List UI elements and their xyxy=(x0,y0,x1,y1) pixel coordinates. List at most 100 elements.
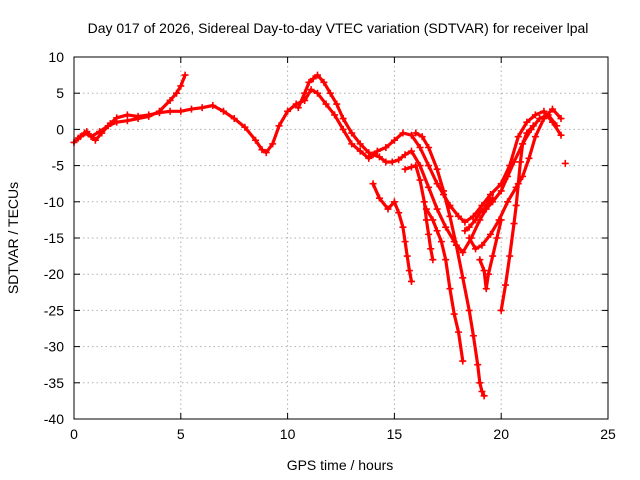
data-point xyxy=(514,180,522,188)
data-point xyxy=(487,230,495,238)
data-point xyxy=(429,256,437,264)
y-tick-label: -20 xyxy=(44,266,64,282)
data-point xyxy=(284,107,292,115)
data-point xyxy=(446,212,454,220)
data-series-group xyxy=(476,216,505,293)
data-point xyxy=(369,180,377,188)
data-point xyxy=(348,140,356,148)
data-series-group xyxy=(401,162,437,264)
data-point xyxy=(375,153,383,161)
data-point xyxy=(405,267,413,275)
data-point xyxy=(258,146,266,154)
data-point xyxy=(476,379,484,387)
data-point xyxy=(516,158,524,166)
data-point xyxy=(390,198,398,206)
data-point xyxy=(465,234,473,242)
data-point xyxy=(365,149,373,157)
data-point xyxy=(446,285,454,293)
data-point xyxy=(459,357,467,365)
data-point xyxy=(557,131,565,139)
data-point xyxy=(322,100,330,108)
data-point xyxy=(309,75,317,83)
data-point xyxy=(339,115,347,123)
data-point xyxy=(407,163,415,171)
data-point xyxy=(373,147,381,155)
y-tick-label: -40 xyxy=(44,411,64,427)
data-point xyxy=(314,71,322,79)
data-point xyxy=(294,104,302,112)
data-point xyxy=(331,111,339,119)
data-point xyxy=(269,140,277,148)
data-point xyxy=(326,89,334,97)
data-series-group xyxy=(74,71,189,142)
series-line xyxy=(76,73,187,140)
data-point xyxy=(459,274,467,282)
data-point xyxy=(540,107,548,115)
data-point xyxy=(440,187,448,195)
data-point xyxy=(474,361,482,369)
data-point xyxy=(433,205,441,213)
data-point xyxy=(395,209,403,217)
series-line xyxy=(424,207,465,363)
y-axis-label: SDTVAR / TECUs xyxy=(5,182,21,294)
data-point xyxy=(418,133,426,141)
data-point xyxy=(401,238,409,246)
data-point xyxy=(425,230,433,238)
data-point xyxy=(91,136,99,144)
data-point xyxy=(469,332,477,340)
data-point xyxy=(501,281,509,289)
data-point xyxy=(113,118,121,126)
data-point xyxy=(442,223,450,231)
data-point xyxy=(399,129,407,137)
data-point xyxy=(465,223,473,231)
data-point xyxy=(561,159,569,167)
data-point xyxy=(382,144,390,151)
x-tick-label: 15 xyxy=(387,426,403,442)
data-point xyxy=(510,220,518,228)
data-point xyxy=(429,216,437,224)
data-point xyxy=(553,122,561,130)
data-point xyxy=(425,162,433,170)
data-point xyxy=(96,128,104,136)
y-tick-label: 5 xyxy=(56,85,64,101)
x-axis-label: GPS time / hours xyxy=(287,457,394,473)
data-point xyxy=(493,234,501,242)
data-point xyxy=(506,252,514,260)
data-point xyxy=(181,71,189,79)
data-point xyxy=(412,162,420,170)
x-tick-label: 25 xyxy=(600,426,616,442)
data-point xyxy=(395,156,403,164)
series-line xyxy=(414,131,486,398)
data-point xyxy=(454,212,462,220)
data-point xyxy=(480,205,488,213)
data-point xyxy=(478,387,486,395)
series-line xyxy=(478,218,503,291)
data-point xyxy=(472,245,480,253)
y-tick-labels: -40 -35 -30 -25 -20 -15 -10 -5 0 5 10 xyxy=(44,49,64,427)
data-point xyxy=(403,252,411,260)
data-point xyxy=(433,165,441,173)
x-tick-label: 5 xyxy=(177,426,185,442)
data-point xyxy=(523,118,531,126)
data-point xyxy=(504,172,512,180)
data-point xyxy=(422,205,430,213)
data-point xyxy=(461,227,469,235)
data-point xyxy=(123,117,131,125)
data-point xyxy=(420,198,428,206)
data-point xyxy=(476,209,484,217)
data-point xyxy=(339,125,347,133)
x-tick-label: 20 xyxy=(493,426,509,442)
data-point xyxy=(487,191,495,199)
data-point xyxy=(187,105,195,113)
data-series-group xyxy=(497,122,537,314)
data-point xyxy=(262,149,270,157)
series-line xyxy=(371,182,414,283)
data-point xyxy=(450,310,458,318)
data-point xyxy=(484,270,492,278)
data-series-group xyxy=(465,105,565,253)
axis-ticks xyxy=(73,56,609,420)
data-point xyxy=(177,107,185,115)
data-point xyxy=(523,129,531,137)
data-point xyxy=(407,131,415,139)
